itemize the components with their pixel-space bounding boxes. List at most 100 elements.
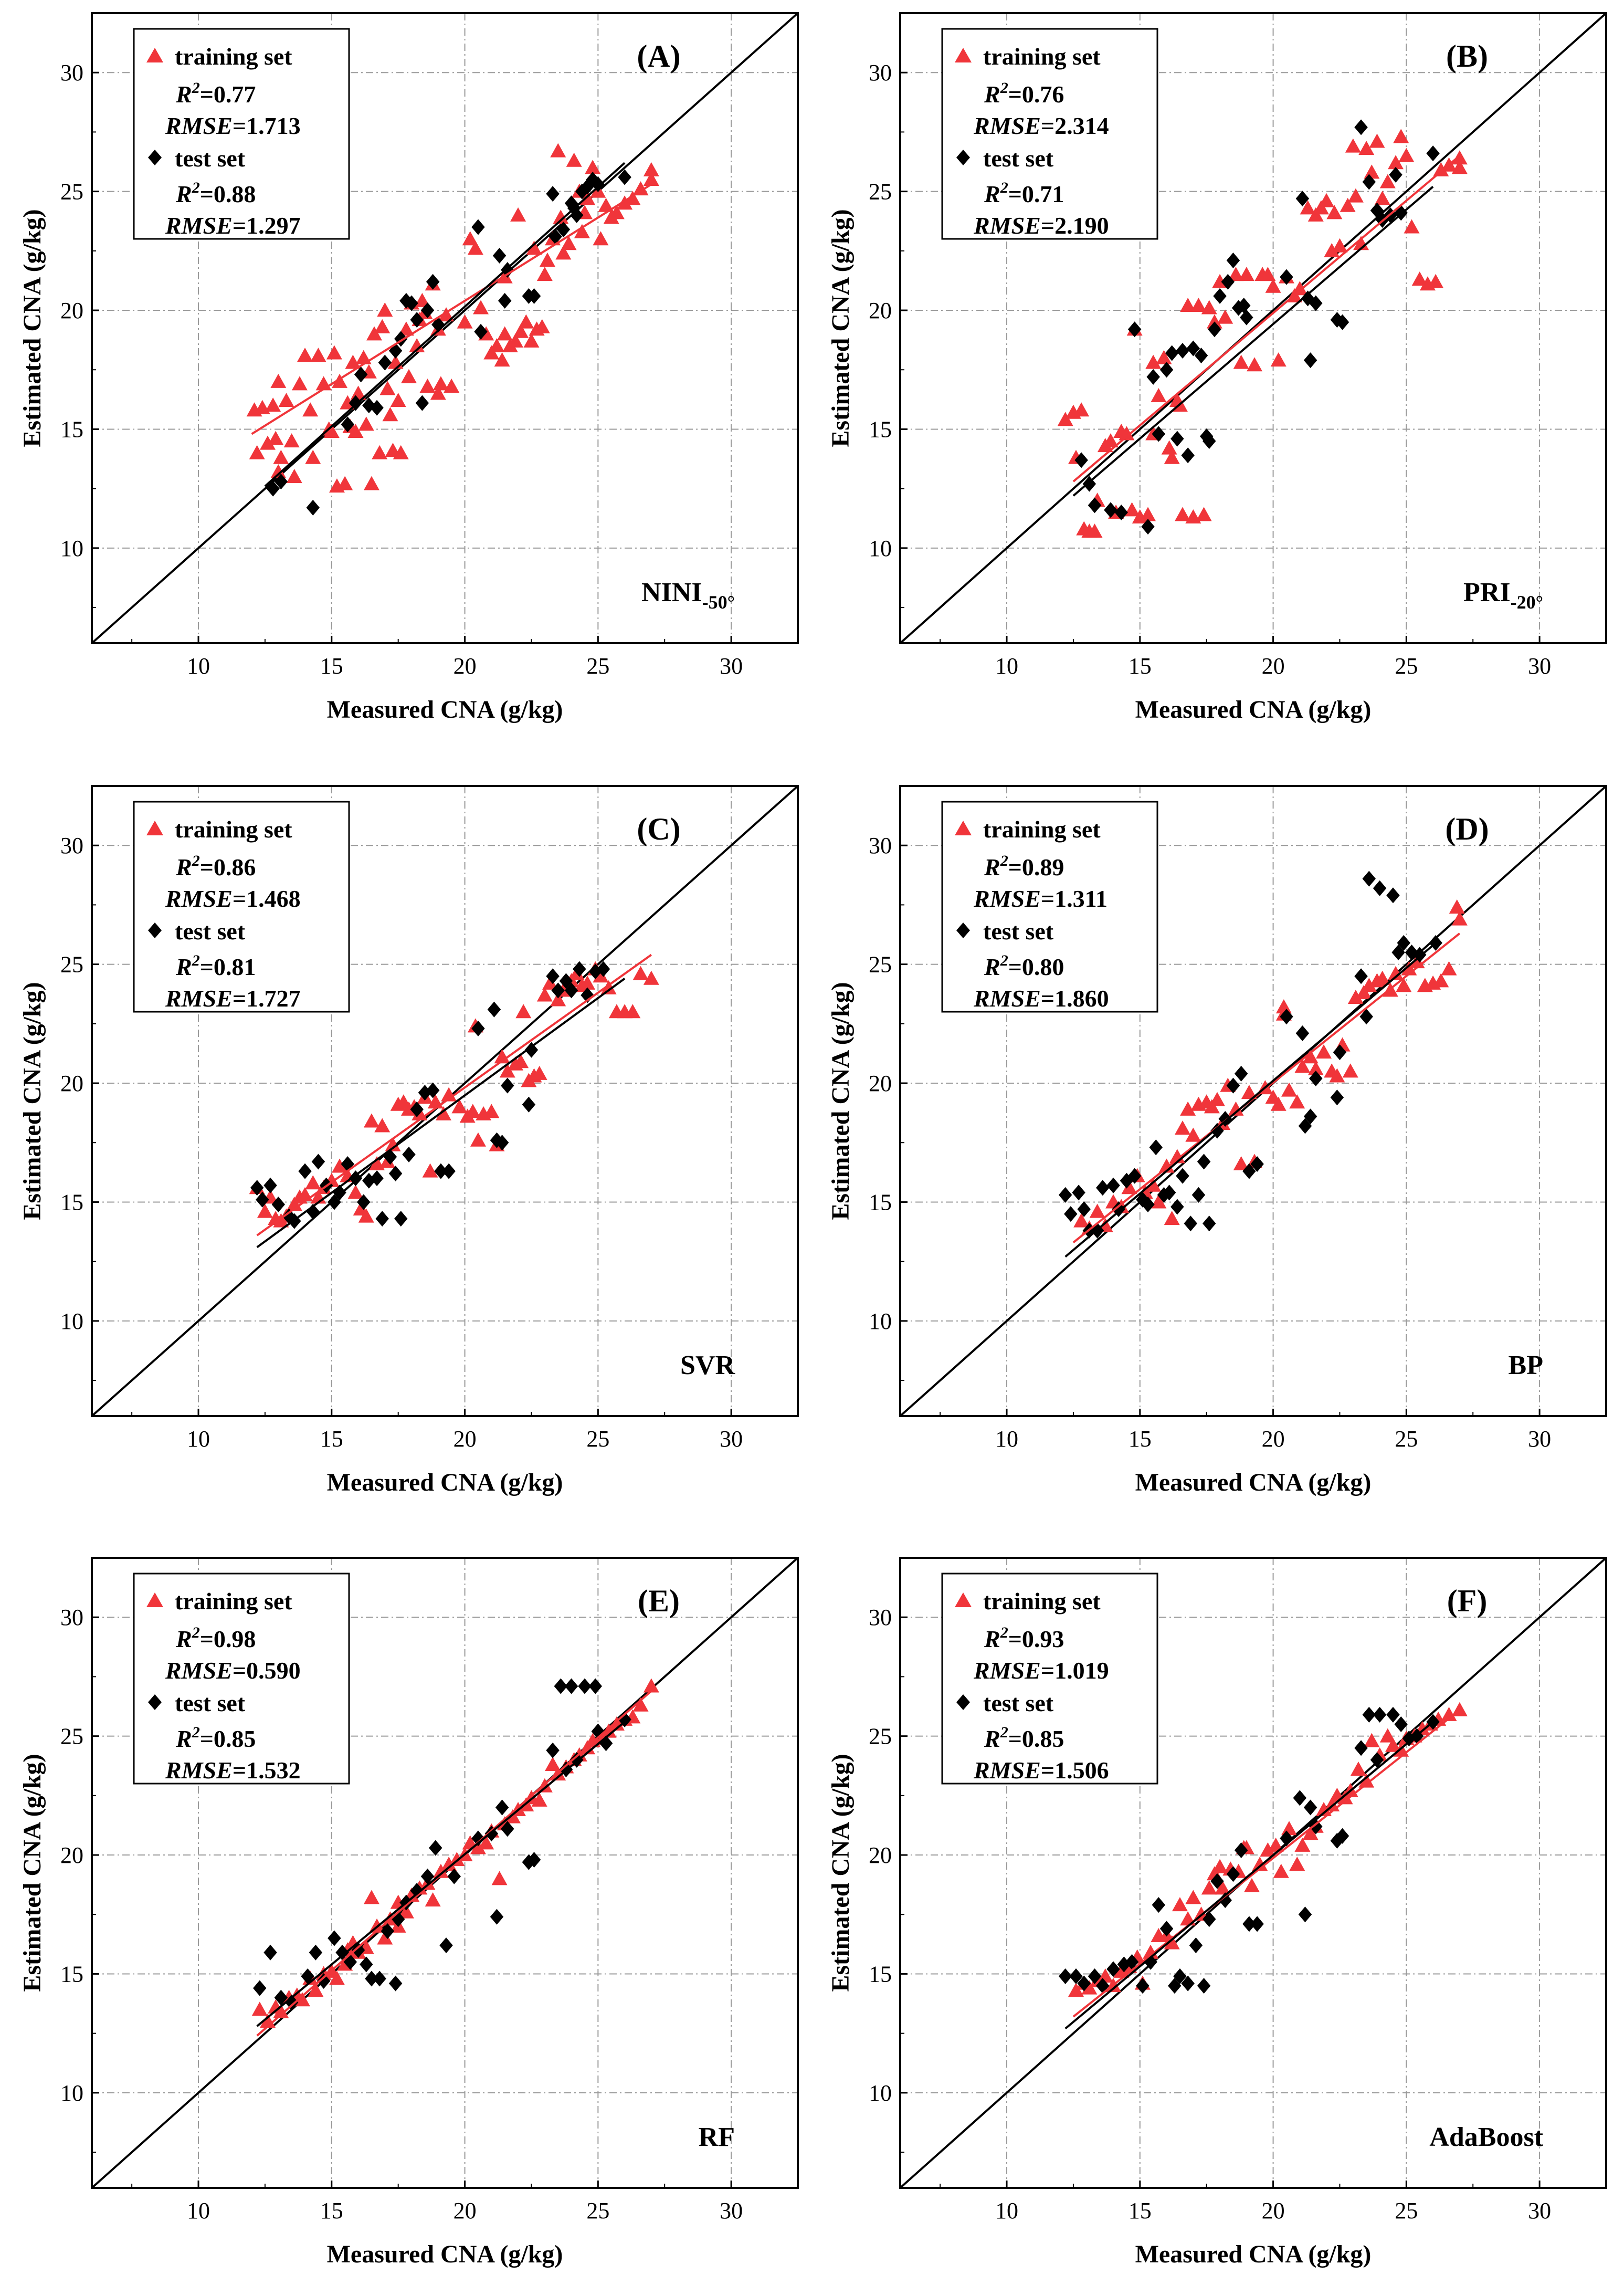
test-rmse-value: 2.190 xyxy=(1054,212,1109,239)
test-point xyxy=(1186,340,1200,357)
test-point xyxy=(263,1177,277,1193)
test-rmse: RMSE=1.860 xyxy=(973,985,1109,1012)
training-point xyxy=(297,348,313,362)
test-point xyxy=(1213,288,1227,304)
test-point xyxy=(1152,1897,1166,1913)
test-point xyxy=(1064,1206,1078,1222)
x-tick-label: 25 xyxy=(586,2198,609,2224)
test-point xyxy=(546,186,560,202)
test-point xyxy=(263,1944,277,1961)
test-point xyxy=(1074,452,1088,468)
legend-box xyxy=(941,1573,1158,1785)
test-point xyxy=(1250,1156,1264,1172)
training-r2-value: 0.89 xyxy=(1022,854,1064,881)
training-point xyxy=(270,373,287,388)
chart-panel-f: 10 10 15 15 20 20 25 25 30 30 Measured CNA (g/kg) E… xyxy=(827,1557,1607,2268)
test-point xyxy=(253,1980,267,1996)
test-legend-label: test set xyxy=(175,1690,246,1716)
test-point xyxy=(341,416,354,433)
test-legend-label: test set xyxy=(983,145,1054,172)
x-tick-label: 25 xyxy=(1395,653,1418,679)
plot-frame xyxy=(899,785,1607,1417)
training-point xyxy=(513,323,529,338)
y-tick-label: 15 xyxy=(60,1189,83,1215)
training-point xyxy=(1233,1156,1249,1170)
legend-box xyxy=(941,801,1158,1013)
test-point xyxy=(1181,1975,1195,1991)
training-point xyxy=(585,160,601,174)
test-point xyxy=(1149,1139,1163,1156)
training-point xyxy=(1337,1790,1353,1805)
test-point xyxy=(426,274,440,290)
training-legend-marker xyxy=(955,48,972,62)
test-r2-value: 0.85 xyxy=(1022,1725,1064,1752)
model-name: NINI xyxy=(641,578,702,607)
legend: training set R2=0.89 RMSE=1.311 test set R2=… xyxy=(941,801,1158,1013)
legend-box xyxy=(133,1573,350,1785)
test-point xyxy=(311,1154,325,1170)
y-tick-label: 10 xyxy=(60,1308,83,1334)
test-point xyxy=(1397,935,1411,951)
training-point xyxy=(1398,148,1415,162)
test-point xyxy=(378,354,392,371)
training-point xyxy=(1345,138,1361,153)
training-point xyxy=(273,2004,289,2018)
test-rmse-value: 1.860 xyxy=(1054,985,1109,1012)
training-point xyxy=(1451,150,1468,165)
training-point xyxy=(470,1840,486,1854)
test-point xyxy=(1295,191,1310,207)
test-point xyxy=(1069,1968,1083,1984)
training-point xyxy=(1238,267,1254,281)
training-point xyxy=(1252,1857,1268,1871)
test-point xyxy=(1088,1968,1102,1984)
test-point xyxy=(365,1970,378,1987)
test-point xyxy=(1125,1954,1139,1970)
training-legend-marker xyxy=(955,821,972,835)
training-point xyxy=(1260,267,1276,281)
x-axis-label: Measured CNA (g/kg) xyxy=(1135,2240,1372,2268)
test-point xyxy=(1298,1118,1312,1134)
training-point xyxy=(1273,1863,1289,1878)
y-axis-label: Estimated CNA (g/kg) xyxy=(827,209,855,447)
test-point xyxy=(1250,1916,1264,1932)
x-axis-label: Measured CNA (g/kg) xyxy=(327,1469,563,1496)
training-rmse-value: 1.311 xyxy=(1054,885,1108,912)
test-point xyxy=(1303,1108,1317,1125)
training-point xyxy=(1270,352,1286,367)
training-point xyxy=(345,354,361,369)
test-point xyxy=(1303,352,1317,369)
training-point xyxy=(310,348,326,362)
training-point xyxy=(536,987,553,1002)
test-rmse-value: 1.297 xyxy=(246,212,301,239)
legend: training set R2=0.77 RMSE=1.713 test set R2=… xyxy=(133,28,350,240)
test-point xyxy=(527,288,541,304)
training-point xyxy=(435,1106,451,1120)
plot-frame xyxy=(91,12,799,644)
y-tick-label: 10 xyxy=(60,536,83,561)
x-tick-label: 25 xyxy=(1395,2198,1418,2224)
legend: training set R2=0.76 RMSE=2.314 test set R2=… xyxy=(941,28,1158,240)
y-tick-label: 25 xyxy=(869,1724,892,1749)
training-point xyxy=(1364,1733,1380,1747)
training-point xyxy=(1228,1101,1244,1116)
test-rmse: RMSE=2.190 xyxy=(973,212,1109,239)
legend-box xyxy=(133,801,350,1013)
test-point xyxy=(492,247,507,264)
training-point xyxy=(294,1992,310,2007)
x-tick-label: 25 xyxy=(586,653,609,679)
training-point xyxy=(1275,999,1292,1014)
training-point xyxy=(473,300,489,315)
test-point xyxy=(490,1909,504,1925)
training-point xyxy=(1385,1737,1401,1752)
x-tick-label: 30 xyxy=(1528,653,1551,679)
gridlines xyxy=(900,1558,1606,2188)
training-point xyxy=(1379,174,1396,188)
test-point xyxy=(1181,447,1195,464)
training-point xyxy=(1340,197,1356,212)
plot-area xyxy=(92,1558,798,2188)
test-r2-value: 0.88 xyxy=(214,181,256,207)
training-point xyxy=(372,445,388,459)
chart-panel-a: 10 10 15 15 20 20 25 25 30 30 Measured CNA (g/kg) E… xyxy=(18,12,799,724)
training-point xyxy=(278,393,294,407)
